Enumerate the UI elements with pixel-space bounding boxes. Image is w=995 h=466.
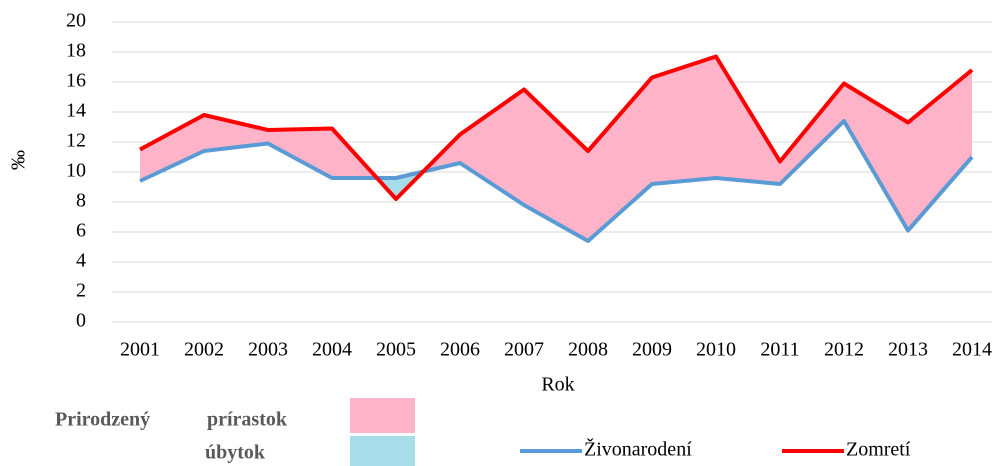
x-tick-label: 2009 — [632, 339, 672, 361]
legend-label: Zomretí — [846, 439, 911, 461]
y-tick-label: 6 — [76, 220, 86, 242]
x-tick-label: 2006 — [440, 339, 480, 361]
fill-area — [652, 56, 716, 184]
x-tick-label: 2004 — [312, 339, 352, 361]
x-tick-label: 2005 — [376, 339, 416, 361]
fill-area — [524, 89, 588, 241]
y-tick-label: 0 — [76, 310, 86, 332]
x-tick-label: 2014 — [952, 339, 992, 361]
fill-legend-label: úbytok — [205, 442, 266, 464]
x-tick-label: 2012 — [824, 339, 864, 361]
y-axis-label: ‰ — [8, 150, 30, 170]
y-tick-label: 20 — [66, 10, 86, 32]
fill-legend-label: prírastok — [207, 409, 288, 431]
y-tick-label: 2 — [76, 280, 86, 302]
y-tick-label: 10 — [66, 160, 86, 182]
y-tick-label: 18 — [66, 40, 86, 62]
fill-area — [140, 115, 204, 181]
fill-legend-swatch — [350, 436, 415, 466]
fill-area — [780, 83, 844, 184]
y-tick-label: 4 — [76, 250, 86, 272]
fill-area — [460, 89, 524, 205]
fill-area — [716, 56, 780, 184]
fill-area — [204, 115, 268, 151]
x-tick-label: 2002 — [184, 339, 224, 361]
y-tick-label: 12 — [66, 130, 86, 152]
x-tick-label: 2008 — [568, 339, 608, 361]
x-tick-label: 2001 — [120, 339, 160, 361]
legend-label: Živonarodení — [584, 438, 692, 461]
x-tick-label: 2011 — [760, 339, 799, 361]
y-tick-label: 8 — [76, 190, 86, 212]
x-tick-label: 2013 — [888, 339, 928, 361]
fill-legend-swatch — [350, 398, 415, 433]
x-tick-label: 2003 — [248, 339, 288, 361]
fill-area — [588, 77, 652, 241]
fill-legend-title: Prirodzený — [55, 409, 150, 431]
fill-area — [844, 83, 908, 231]
x-axis-label: Rok — [541, 374, 574, 396]
y-tick-label: 14 — [66, 100, 86, 122]
series-line — [139, 54, 974, 201]
x-tick-label: 2010 — [696, 339, 736, 361]
x-tick-label: 2007 — [504, 339, 544, 361]
fill-area — [268, 128, 332, 178]
series-line — [139, 119, 974, 243]
y-tick-label: 16 — [66, 70, 86, 92]
